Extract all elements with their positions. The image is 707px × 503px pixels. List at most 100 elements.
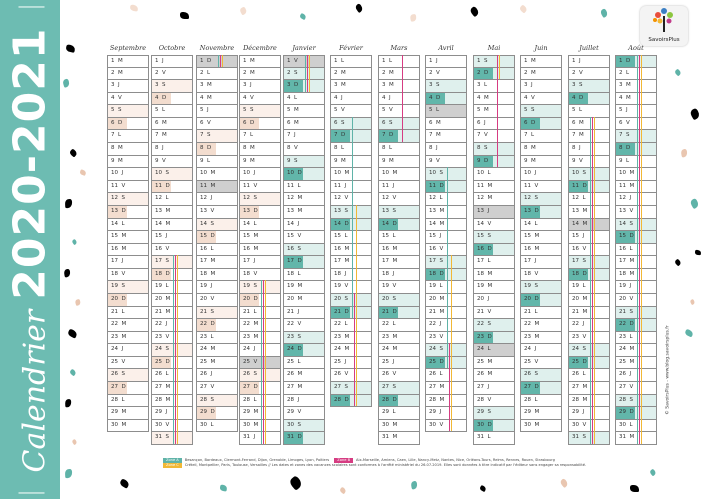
day-label: 9 M [382, 157, 394, 164]
day-label: 16 D [477, 245, 492, 252]
day-cell: 27 J [473, 382, 515, 395]
day-label: 27 M [155, 384, 171, 391]
day-cell: 14 L [107, 218, 149, 232]
day-label: 24 L [477, 346, 491, 353]
confetti-piece [689, 298, 696, 306]
vacation-stripe-zone-a [637, 55, 639, 67]
vacation-stripe-zone-a [261, 393, 263, 407]
day-label: 16 L [619, 245, 633, 252]
day-label: 21 L [111, 308, 125, 315]
day-shade [426, 180, 446, 193]
day-cell: 29 M [239, 406, 281, 420]
vacation-stripe-zone-a [590, 280, 592, 293]
day-label: 31 D [287, 434, 302, 441]
day-cell: 31 D [283, 432, 325, 445]
vacation-stripe-zone-b [639, 381, 641, 394]
day-shade [197, 130, 237, 143]
vacation-stripe-zone-a [352, 217, 354, 231]
day-shade [284, 168, 304, 180]
day-label: 21 D [334, 308, 349, 315]
vacation-stripe-zone-b [263, 330, 265, 344]
day-label: 29 D [200, 409, 215, 416]
day-cell: 9 M [107, 155, 149, 169]
vacation-stripe-zone-b [449, 393, 451, 407]
month-column-juillet: Juillet 1 J 2 V 3 S 4 D 5 L 6 M 7 M 8 J 9 V 10 S 11… [568, 44, 610, 445]
day-shade [108, 281, 148, 293]
confetti-piece [63, 268, 71, 278]
year-badge-2021: 2021 [295, 36, 313, 44]
day-label: 4 J [334, 94, 343, 101]
vacation-stripe-zone-b [497, 55, 499, 67]
day-cell: 27 D [107, 382, 149, 395]
vacation-stripe-zone-a [590, 318, 592, 331]
day-cell: 13 V [196, 205, 238, 219]
day-cell: 28 D [330, 393, 372, 408]
vacation-stripe-zone-c [356, 368, 358, 382]
vacation-stripe-zone-c [641, 368, 643, 382]
vacation-stripe-zone-c [356, 355, 358, 369]
day-label: 6 D [524, 119, 536, 126]
day-cell: 3 L [473, 79, 515, 93]
day-label: 1 M [243, 58, 255, 64]
day-cell: 3 J [520, 80, 562, 93]
day-label: 12 S [111, 195, 125, 202]
vacation-stripe-zone-b [639, 217, 641, 231]
day-shade [197, 306, 237, 319]
vacation-stripe-zone-b [402, 55, 404, 67]
vacation-stripe-zone-c [451, 330, 453, 344]
day-label: 2 M [334, 69, 346, 76]
day-cell: 6 D [520, 117, 562, 131]
vacation-stripe-zone-a [305, 55, 307, 67]
day-label: 22 M [524, 321, 540, 328]
day-label: 13 V [200, 207, 215, 214]
vacation-stripe-zone-c [594, 406, 596, 419]
month-name: Octobre [158, 44, 186, 52]
vacation-stripe-zone-b [497, 91, 499, 105]
day-cell: 21 S [615, 305, 657, 320]
day-cell: 20 J [473, 293, 515, 307]
day-cell: 5 S [239, 105, 281, 118]
day-label: 3 M [382, 82, 394, 89]
vacation-stripe-zone-c [265, 330, 267, 344]
day-cell: 5 J [615, 104, 657, 118]
vacation-stripe-zone-c [309, 66, 311, 80]
day-label: 6 D [243, 119, 255, 126]
day-label: 3 J [111, 82, 120, 89]
day-cell: 6 D [107, 117, 149, 131]
day-cell: 11 M [196, 180, 238, 194]
day-label: 2 V [429, 69, 440, 76]
day-label: 17 M [382, 258, 398, 265]
day-label: 25 J [382, 358, 395, 365]
day-cell: 28 L [239, 393, 281, 408]
vacation-stripe-zone-c [356, 242, 358, 256]
day-label: 5 L [572, 107, 583, 114]
confetti-piece [694, 249, 702, 256]
day-cell: 6 M [151, 117, 193, 131]
day-label: 30 D [477, 421, 492, 428]
divider [18, 6, 45, 8]
month-name: Novembre [199, 44, 235, 52]
confetti-piece [674, 68, 682, 77]
vacation-stripe-zone-b [263, 406, 265, 419]
day-cell: 12 S [107, 193, 149, 206]
day-label: 30 V [155, 421, 170, 428]
day-shade [569, 218, 609, 231]
day-label: 14 L [111, 220, 125, 227]
vacation-stripe-zone-b [639, 142, 641, 155]
day-cell: 24 M [330, 343, 372, 357]
day-label: 30 M [111, 421, 127, 428]
day-cell: 6 V [615, 116, 657, 131]
day-label: 7 J [287, 132, 296, 139]
day-cell: 21 V [473, 306, 515, 320]
vacation-stripe-zone-a [352, 129, 354, 143]
day-label: 17 J [243, 258, 256, 265]
vacation-stripe-zone-b [592, 280, 594, 293]
vacation-stripe-zone-c [356, 330, 358, 344]
vacation-stripe-zone-c [594, 242, 596, 256]
day-cell: 15 M [520, 231, 562, 244]
vacation-stripe-zone-c [594, 418, 596, 432]
day-shade [197, 319, 217, 331]
day-label: 26 S [111, 371, 125, 378]
day-label: 3 L [477, 82, 488, 89]
month-column-avril: Avril 1 J 2 V 3 S 4 D 5 L 6 M 7 M 8 J 9 V 10 S 11 D… [425, 44, 467, 433]
